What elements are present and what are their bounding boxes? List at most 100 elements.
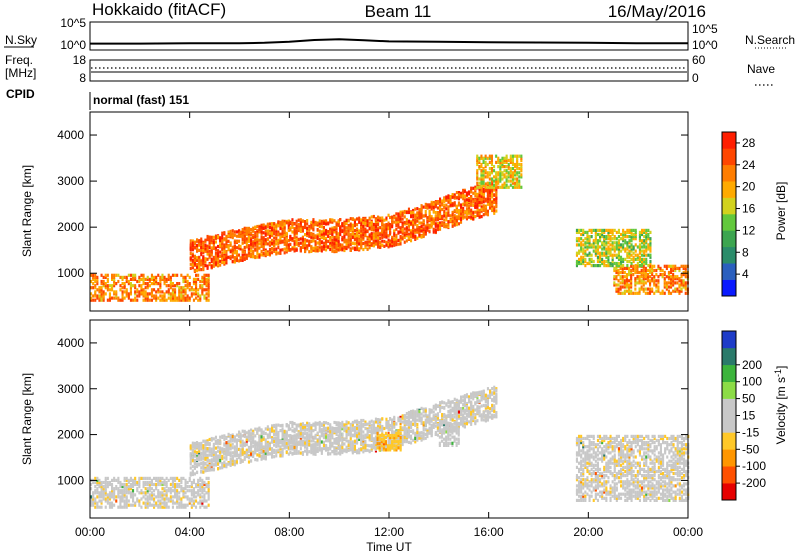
power-cell — [678, 285, 681, 289]
power-cell — [453, 209, 456, 213]
power-cell — [345, 218, 348, 222]
power-cell — [511, 185, 514, 189]
power-cell — [111, 296, 114, 300]
power-cell — [623, 270, 626, 275]
power-cell — [480, 179, 483, 183]
power-cell — [680, 273, 683, 277]
power-cell — [601, 261, 604, 266]
power-cell — [291, 218, 294, 222]
power-cell — [484, 189, 487, 193]
power-cell — [503, 175, 506, 179]
velocity-cell — [176, 505, 179, 509]
power-cell — [169, 296, 172, 300]
power-cell — [212, 261, 215, 265]
power-cell — [161, 296, 164, 300]
power-cell — [273, 243, 276, 247]
power-cell — [165, 279, 168, 284]
power-cell — [268, 252, 271, 256]
power-cell — [210, 246, 213, 250]
power-cell — [478, 208, 481, 212]
power-cell — [262, 242, 265, 246]
power-cell — [351, 223, 354, 227]
power-cell — [370, 236, 373, 240]
power-cell — [281, 234, 284, 238]
power-cell — [451, 193, 454, 197]
power-cell — [250, 227, 253, 232]
power-cell — [493, 169, 496, 173]
power-cell — [480, 185, 483, 189]
power-cell — [607, 228, 610, 232]
power-cell — [460, 213, 463, 217]
velocity-cell — [138, 476, 141, 480]
velocity-cell — [195, 499, 198, 503]
velocity-cell — [227, 440, 230, 444]
power-cell — [416, 228, 419, 232]
velocity-cell — [125, 489, 128, 493]
power-cell — [617, 279, 620, 283]
power-cell — [622, 232, 625, 237]
power-cell — [645, 257, 648, 261]
power-cell — [455, 209, 458, 213]
power-cell — [407, 224, 410, 228]
velocity-cell — [144, 503, 147, 507]
velocity-cell — [94, 491, 97, 495]
power-cell — [299, 227, 302, 231]
power-cell — [345, 245, 348, 249]
power-cell — [204, 249, 207, 253]
power-cell — [455, 191, 458, 195]
power-cell — [511, 181, 514, 185]
power-cell — [136, 298, 139, 302]
velocity-cell — [113, 476, 116, 480]
power-cell — [295, 239, 298, 244]
power-cell — [672, 273, 675, 277]
power-cell — [626, 245, 629, 249]
velocity-cell — [201, 485, 204, 489]
power-cell — [486, 162, 489, 167]
power-cell — [318, 239, 321, 243]
power-cell — [588, 253, 591, 257]
power-cell — [260, 225, 263, 229]
velocity-cell — [191, 457, 194, 461]
velocity-cell — [243, 455, 246, 459]
velocity-cell — [161, 493, 164, 497]
power-cell — [184, 288, 187, 292]
velocity-cell — [219, 457, 222, 461]
power-cell — [318, 246, 321, 250]
power-cell — [636, 268, 639, 273]
power-cell — [638, 243, 641, 247]
power-cell — [626, 241, 629, 245]
power-cell — [672, 277, 675, 281]
power-cell — [638, 232, 641, 237]
power-cell — [337, 223, 340, 227]
power-cell — [247, 251, 250, 255]
power-cell — [191, 263, 194, 267]
power-cell — [507, 185, 510, 189]
velocity-cell — [180, 501, 183, 505]
power-cell — [271, 238, 274, 242]
power-cell — [460, 194, 463, 198]
power-cell — [356, 223, 359, 227]
power-cell — [198, 258, 201, 262]
power-cell — [418, 221, 421, 225]
power-cell — [420, 224, 423, 229]
velocity-cell — [227, 442, 230, 446]
power-cell — [588, 259, 591, 264]
power-cell — [620, 245, 623, 249]
power-cell — [499, 160, 502, 164]
power-cell — [520, 162, 523, 167]
velocity-cell — [250, 435, 253, 439]
power-cell — [480, 188, 483, 193]
velocity-cell — [125, 491, 128, 495]
power-cell — [649, 261, 652, 266]
power-cell — [90, 296, 93, 300]
power-cell — [615, 270, 618, 275]
power-cell — [514, 154, 517, 158]
power-cell — [495, 181, 498, 185]
velocity-cell — [127, 489, 130, 493]
power-cell — [325, 219, 328, 223]
velocity-cell — [191, 448, 194, 453]
power-cell — [460, 211, 463, 216]
power-cell — [628, 287, 631, 291]
power-cell — [647, 237, 650, 241]
power-cell — [601, 235, 604, 239]
